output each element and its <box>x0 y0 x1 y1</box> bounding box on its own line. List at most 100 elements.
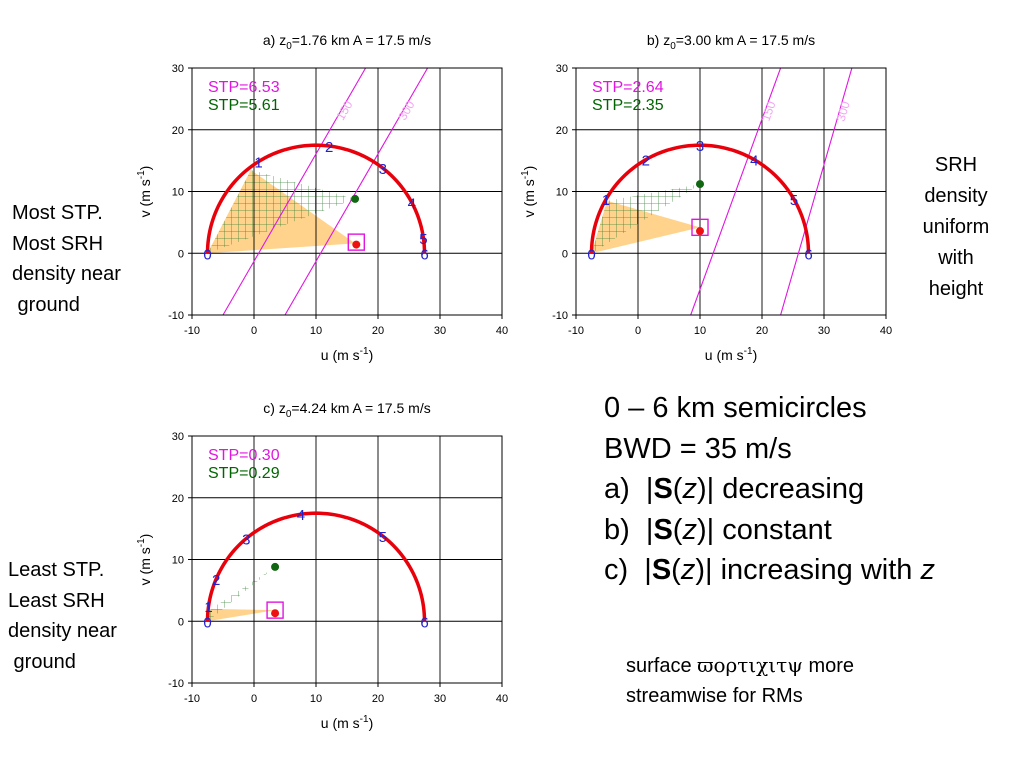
srh-isoline <box>690 68 782 315</box>
panel-title-subscript: 0 <box>670 41 676 52</box>
height-label: 3 <box>242 531 250 548</box>
x-tick-label: 20 <box>372 693 384 705</box>
note-right-line: density <box>924 185 988 207</box>
summary-rest: )| increasing with <box>695 554 921 586</box>
x-tick-label: -10 <box>184 325 200 337</box>
storm-motion-box <box>347 233 365 251</box>
y-tick-label: 30 <box>172 63 184 75</box>
plot-area <box>192 436 502 683</box>
x-tick-label: 10 <box>694 325 706 337</box>
storm-motion-red-dot <box>696 227 704 236</box>
note-a-line: Most SRH <box>12 232 104 255</box>
y-tick-label: 20 <box>172 125 184 137</box>
stp-label: STP=2.35 <box>592 97 664 114</box>
x-axis-label-exponent: -1 <box>360 346 369 357</box>
stp-label: STP=0.29 <box>208 465 280 482</box>
height-label: 5 <box>790 192 798 209</box>
note-c-line: Least STP. <box>8 559 105 581</box>
srh-hatched-area <box>591 184 700 254</box>
summary-paren: ( <box>672 473 683 505</box>
stp-label: STP=0.30 <box>208 447 280 464</box>
panel-title-subscript: 0 <box>286 409 292 420</box>
height-label: 1 <box>204 599 212 616</box>
summary-prefix: b) | <box>604 513 654 546</box>
summary-var-2: z <box>920 554 935 586</box>
y-tick-label: -10 <box>168 678 184 690</box>
panel-title-rest: =3.00 km A = 17.5 m/s <box>676 32 815 48</box>
x-tick-label: 30 <box>818 325 830 337</box>
note-panel-a: Most STP. Most SRH density near ground <box>12 198 121 320</box>
x-tick-label: 0 <box>251 693 257 705</box>
srh-isoline <box>222 68 367 315</box>
note-right-line: height <box>928 278 984 300</box>
summary-rest: )| constant <box>696 513 832 546</box>
y-tick-label: 10 <box>556 187 568 199</box>
height-label: 4 <box>297 507 305 524</box>
srh-isoline <box>780 68 853 315</box>
storm-motion-green-dot <box>696 180 704 189</box>
height-label: 0 <box>203 246 211 263</box>
note-right-line: SRH <box>934 154 978 176</box>
summary-bold-s: S <box>653 473 673 505</box>
srh-isoline <box>284 68 429 315</box>
surface-rest: more <box>802 655 855 677</box>
srh-hatched-area <box>207 169 356 254</box>
storm-motion-green-dot <box>351 194 360 203</box>
y-tick-label: -10 <box>168 310 184 322</box>
surface-note: surface ϖορτιχιτψ more streamwise for RM… <box>626 650 854 711</box>
x-tick-label: 40 <box>496 325 508 337</box>
y-tick-label: 30 <box>556 63 568 75</box>
height-label: 0 <box>587 246 595 263</box>
surface-line-2: streamwise for RMs <box>626 685 803 707</box>
height-label: 4 <box>750 153 758 170</box>
summary-var: z <box>682 473 697 505</box>
x-tick-label: -10 <box>568 325 584 337</box>
x-tick-label: 20 <box>756 325 768 337</box>
summary-line-2: BWD = 35 m/s <box>604 432 792 465</box>
y-axis-label: v (m s-1) <box>136 166 153 218</box>
y-tick-label: 0 <box>178 248 184 260</box>
y-tick-label: 20 <box>556 125 568 137</box>
summary-rest: )| decreasing <box>696 473 865 505</box>
summary-prefix: a) | <box>604 473 654 505</box>
height-label: 5 <box>419 231 427 248</box>
x-tick-label: 0 <box>635 325 641 337</box>
y-axis-label-close: ) <box>137 166 153 171</box>
srh-orange-area <box>207 608 276 622</box>
x-axis-label-close: ) <box>753 347 758 363</box>
surface-line-1: surface ϖορτιχιτψ more <box>626 653 855 677</box>
y-tick-label: 20 <box>172 493 184 505</box>
summary-line-1: 0 – 6 km semicircles <box>604 392 867 424</box>
panel-title: c) z0=4.24 km A = 17.5 m/s <box>263 400 430 420</box>
summary-line-5: c) |S(z)| increasing with z <box>604 550 935 591</box>
hodograph-curve <box>205 143 427 254</box>
height-label: 2 <box>325 139 333 156</box>
x-tick-label: 30 <box>434 325 446 337</box>
storm-motion-red-dot <box>271 609 280 618</box>
note-c-line: Least SRH <box>8 589 105 612</box>
x-tick-label: 10 <box>310 325 322 337</box>
panel-title-rest: =4.24 km A = 17.5 m/s <box>291 400 430 416</box>
note-right-line: with <box>938 247 974 269</box>
note-right-line: uniform <box>922 216 990 238</box>
height-label: 3 <box>696 138 704 155</box>
hodograph-curve <box>589 143 811 254</box>
note-c-line: density near <box>8 620 117 642</box>
y-tick-label: 30 <box>172 431 184 443</box>
summary-paren: ( <box>671 554 681 586</box>
storm-motion-green-dot <box>271 562 280 571</box>
height-label: 1 <box>254 155 262 172</box>
x-tick-label: 20 <box>372 325 384 337</box>
summary-paren: ( <box>672 513 683 546</box>
y-axis-label: v (m s-1) <box>520 166 537 218</box>
y-axis-label-close: ) <box>137 534 153 539</box>
height-label: 3 <box>379 161 387 178</box>
x-tick-label: 40 <box>880 325 892 337</box>
y-axis-label-exponent: -1 <box>136 170 147 179</box>
srh-hatched-area <box>207 566 276 622</box>
x-axis-label: u (m s-1) <box>321 346 373 363</box>
x-tick-label: 0 <box>251 325 257 337</box>
storm-motion-box <box>691 218 709 237</box>
